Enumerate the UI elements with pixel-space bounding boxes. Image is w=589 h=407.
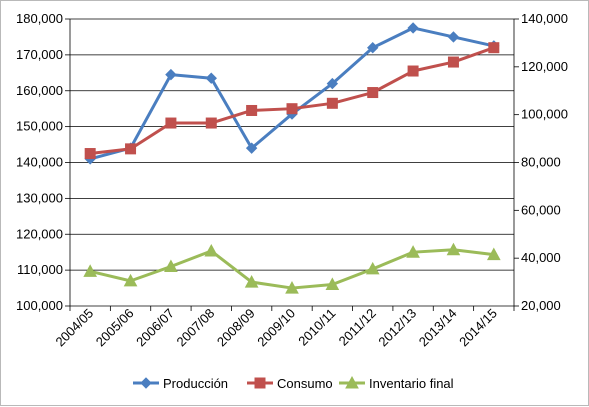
- y-left-tick-label: 130,000: [16, 190, 63, 205]
- legend-entry: Producción: [133, 376, 228, 391]
- y-right-tick-label: 100,000: [521, 107, 568, 122]
- chart-axes: [65, 18, 519, 311]
- y-left-tick-label: 100,000: [16, 298, 63, 313]
- x-tick-label: 2007/08: [174, 306, 218, 350]
- data-point: [84, 148, 96, 160]
- axis-tick-labels: 100,000 110,000 120,000 130,000 140,000 150,0…: [16, 11, 568, 349]
- data-point: [123, 273, 138, 287]
- data-point: [488, 42, 500, 54]
- legend-marker: [345, 375, 359, 389]
- data-point: [326, 97, 338, 109]
- series-1: [84, 42, 500, 160]
- data-point: [407, 22, 419, 34]
- data-point: [367, 41, 379, 54]
- data-point: [326, 77, 339, 90]
- y-right-tick-label: 40,000: [521, 250, 561, 265]
- chart-series: [83, 22, 501, 294]
- data-point: [365, 261, 380, 275]
- x-tick-label: 2008/09: [214, 306, 258, 350]
- series-line: [89, 26, 495, 161]
- x-tick-label: 2005/06: [93, 306, 137, 350]
- data-point: [367, 87, 379, 99]
- x-tick-label: 2010/11: [295, 306, 338, 349]
- series-2: [83, 242, 501, 294]
- data-point: [406, 245, 420, 258]
- data-point: [447, 56, 459, 68]
- y-left-tick-label: 140,000: [16, 155, 63, 170]
- y-right-tick-label: 140,000: [521, 11, 568, 26]
- legend-marker: [254, 377, 266, 389]
- data-point: [447, 31, 460, 43]
- data-point: [407, 65, 419, 77]
- y-right-tick-label: 80,000: [521, 155, 561, 170]
- x-tick-label: 2012/13: [375, 306, 419, 350]
- y-right-tick-label: 20,000: [521, 298, 561, 313]
- data-point: [205, 72, 217, 84]
- legend-label: Inventario final: [369, 376, 454, 391]
- y-left-tick-label: 160,000: [16, 83, 63, 98]
- legend-label: Consumo: [277, 376, 333, 391]
- data-point: [165, 68, 177, 81]
- x-tick-label: 2009/10: [254, 306, 298, 350]
- legend-entry: Inventario final: [339, 375, 454, 391]
- legend-marker: [140, 377, 152, 389]
- series-0: [84, 22, 500, 165]
- data-point: [205, 117, 217, 129]
- x-tick-label: 2013/14: [416, 306, 460, 350]
- series-line: [90, 46, 495, 156]
- x-tick-label: 2014/15: [456, 306, 500, 350]
- y-right-tick-label: 60,000: [521, 202, 561, 217]
- data-point: [204, 243, 219, 257]
- x-tick-label: 2011/12: [336, 306, 379, 349]
- y-left-tick-label: 170,000: [16, 47, 63, 62]
- y-left-tick-label: 150,000: [16, 119, 63, 134]
- data-point: [285, 281, 299, 294]
- data-point: [244, 275, 259, 288]
- legend-entry: Consumo: [247, 376, 333, 391]
- data-point: [245, 142, 258, 154]
- data-point: [164, 259, 178, 273]
- data-point: [246, 104, 258, 116]
- chart-legend: Producción Consumo Inventario final: [133, 375, 454, 391]
- y-left-tick-label: 180,000: [16, 11, 63, 26]
- x-tick-label: 2006/07: [133, 306, 177, 350]
- data-point: [486, 247, 501, 261]
- y-left-tick-label: 120,000: [16, 226, 63, 241]
- data-point: [446, 242, 461, 256]
- data-point: [286, 103, 298, 115]
- data-point: [325, 277, 340, 290]
- data-point: [165, 117, 177, 129]
- y-right-tick-label: 120,000: [521, 59, 568, 74]
- y-left-tick-label: 110,000: [17, 262, 63, 277]
- legend-label: Producción: [163, 376, 228, 391]
- data-point: [125, 143, 137, 155]
- data-point: [83, 264, 98, 277]
